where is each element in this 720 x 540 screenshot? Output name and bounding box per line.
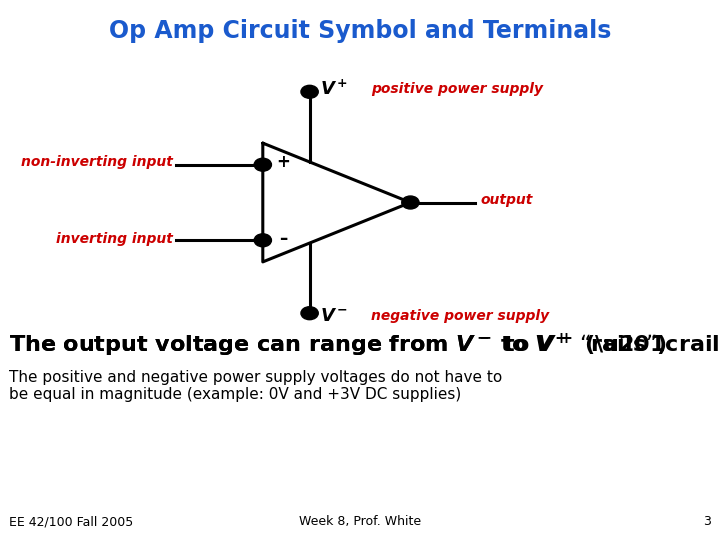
Text: $\bfit{V}^+$: $\bfit{V}^+$ xyxy=(320,79,348,99)
Text: EE 42/100 Fall 2005: EE 42/100 Fall 2005 xyxy=(9,515,134,528)
Circle shape xyxy=(402,196,419,209)
Text: $\bfit{V}^-$: $\bfit{V}^-$ xyxy=(320,307,348,325)
Text: non-inverting input: non-inverting input xyxy=(21,155,173,169)
Text: positive power supply: positive power supply xyxy=(371,82,543,96)
Text: 3: 3 xyxy=(703,515,711,528)
Circle shape xyxy=(254,234,271,247)
Text: The positive and negative power supply voltages do not have to
be equal in magni: The positive and negative power supply v… xyxy=(9,370,503,402)
Circle shape xyxy=(254,158,271,171)
Circle shape xyxy=(301,85,318,98)
Text: –: – xyxy=(279,230,287,248)
Text: The output voltage can range from $\bfit{V}^-$ to $\bfit{V}^+$ “rails”): The output voltage can range from $\bfit… xyxy=(9,332,667,360)
Text: output: output xyxy=(481,193,534,207)
Text: negative power supply: negative power supply xyxy=(371,309,549,323)
Text: +: + xyxy=(276,153,290,171)
Text: Week 8, Prof. White: Week 8, Prof. White xyxy=(299,515,421,528)
Text: Op Amp Circuit Symbol and Terminals: Op Amp Circuit Symbol and Terminals xyxy=(109,19,611,43)
Circle shape xyxy=(301,307,318,320)
Text: inverting input: inverting input xyxy=(56,232,173,246)
Text: The output voltage can range from $\bfit{V}^{\,-}$ to $\bfit{V}^{\,+}$ (\u201cra: The output voltage can range from $\bfit… xyxy=(9,332,720,360)
